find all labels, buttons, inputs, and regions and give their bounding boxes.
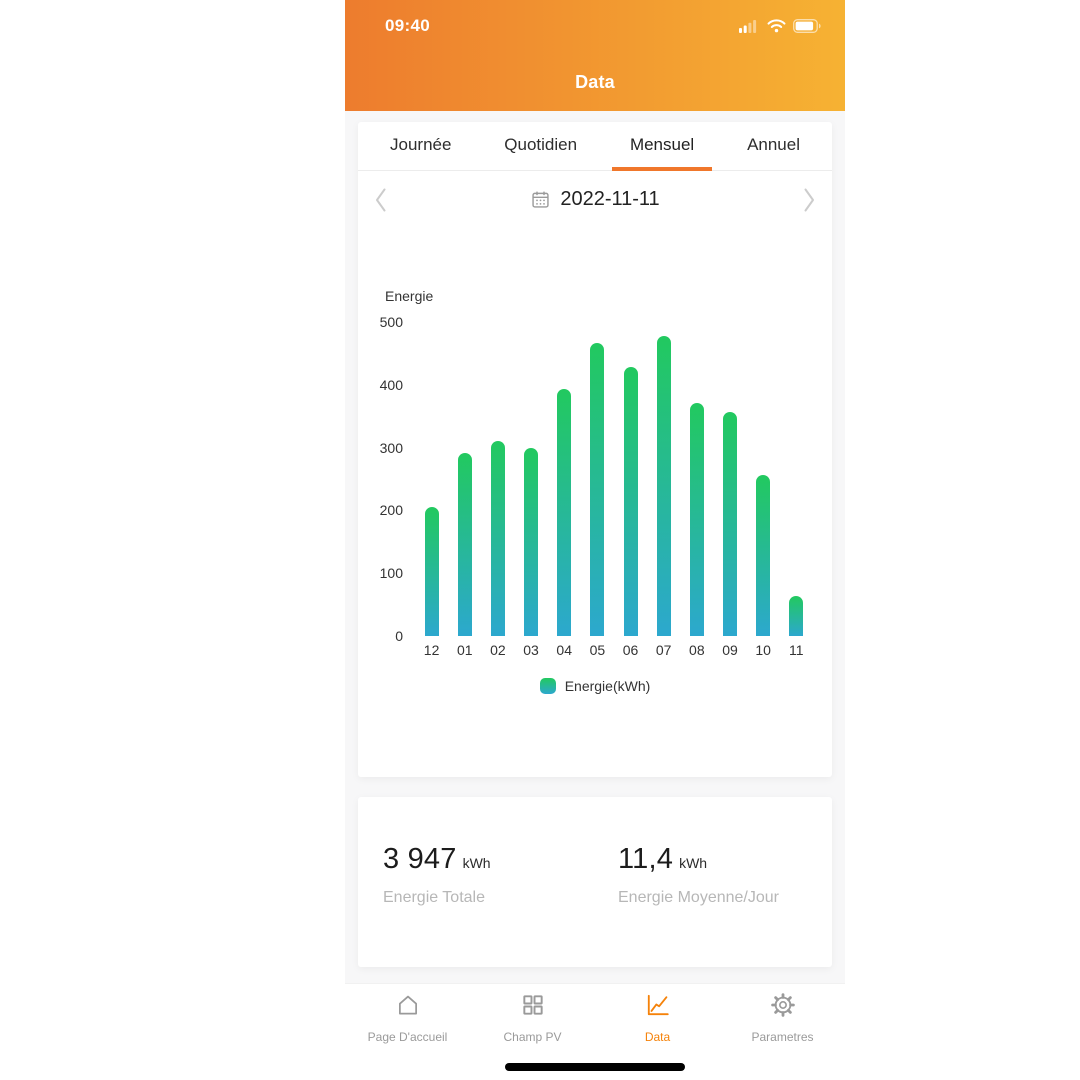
status-icons <box>739 19 821 33</box>
signal-icon <box>739 20 757 33</box>
bar-fill-03 <box>524 448 539 636</box>
y-tick-400: 400 <box>379 376 403 393</box>
bar-11[interactable] <box>780 322 813 636</box>
x-tick-02: 02 <box>490 642 506 658</box>
chevron-right-icon[interactable] <box>800 185 818 215</box>
total-energy-metric: 3 947 kWh Energie Totale <box>383 843 618 907</box>
home-indicator[interactable] <box>505 1063 685 1071</box>
bar-02[interactable] <box>481 322 514 636</box>
y-axis-title: Energie <box>385 288 434 304</box>
x-tick-06: 06 <box>622 642 639 658</box>
tab-mensuel[interactable]: Mensuel <box>611 122 713 171</box>
bar-fill-01 <box>457 453 472 636</box>
average-energy-unit: kWh <box>679 855 708 871</box>
bar-10[interactable] <box>747 322 780 636</box>
nav-item-parametres[interactable]: Parametres <box>720 992 845 1044</box>
x-tick-12: 12 <box>423 642 440 658</box>
calendar-icon <box>532 191 549 208</box>
grid-icon <box>520 992 546 1023</box>
nav-item-data[interactable]: Data <box>595 992 720 1044</box>
chart-card: Journée Quotidien Mensuel Annuel 2022-11-11 <box>358 122 832 777</box>
y-tick-200: 200 <box>379 502 403 519</box>
nav-item-champ-pv[interactable]: Champ PV <box>470 992 595 1044</box>
y-tick-100: 100 <box>379 565 403 582</box>
bar-fill-05 <box>590 343 605 636</box>
y-tick-500: 500 <box>379 314 403 330</box>
average-energy-metric: 11,4 kWh Energie Moyenne/Jour <box>618 843 779 907</box>
tab-annuel[interactable]: Annuel <box>747 134 800 154</box>
tab-quotidien[interactable]: Quotidien <box>504 134 578 154</box>
selected-date[interactable]: 2022-11-11 <box>560 188 660 210</box>
bar-fill-09 <box>722 412 737 636</box>
x-axis: 12 01 02 03 04 05 06 07 08 09 10 11 <box>415 642 813 658</box>
app-header: 09:40 <box>345 0 845 111</box>
y-tick-300: 300 <box>379 439 403 456</box>
x-tick-04: 04 <box>556 642 572 658</box>
bar-06[interactable] <box>614 322 647 636</box>
bar-chart <box>415 322 813 636</box>
total-energy-unit: kWh <box>462 855 491 871</box>
bar-fill-10 <box>756 475 771 636</box>
legend-label: Energie(kWh) <box>564 678 651 694</box>
nav-label: Data <box>644 1030 671 1044</box>
chevron-left-icon[interactable] <box>372 185 390 215</box>
tab-journ-e[interactable]: Journée <box>390 134 452 154</box>
bottom-nav: Page D'accueil Champ PV Data Parametres <box>345 983 845 1080</box>
average-energy-label: Energie Moyenne/Jour <box>618 889 779 906</box>
bar-01[interactable] <box>448 322 481 636</box>
nav-label: Parametres <box>751 1030 814 1044</box>
legend-swatch <box>539 678 556 694</box>
bar-08[interactable] <box>680 322 713 636</box>
wifi-icon <box>767 19 786 33</box>
x-tick-09: 09 <box>722 642 738 658</box>
page-title: Data <box>575 72 615 92</box>
bar-05[interactable] <box>581 322 614 636</box>
status-time: 09:40 <box>385 16 430 35</box>
x-tick-05: 05 <box>589 642 606 658</box>
bar-fill-08 <box>689 403 704 636</box>
bar-09[interactable] <box>713 322 746 636</box>
nav-label: Champ PV <box>503 1030 562 1044</box>
bar-04[interactable] <box>548 322 581 636</box>
bar-03[interactable] <box>515 322 548 636</box>
bar-fill-12 <box>424 507 439 636</box>
status-bar: 09:40 <box>345 0 845 36</box>
period-tabs: Journée Quotidien Mensuel Annuel <box>358 122 832 171</box>
bar-07[interactable] <box>647 322 680 636</box>
date-nav: 2022-11-11 <box>358 171 832 228</box>
x-tick-08: 08 <box>689 642 705 658</box>
total-energy-value: 3 947 <box>383 843 457 875</box>
x-tick-11: 11 <box>789 642 804 658</box>
gear-icon <box>770 992 796 1023</box>
x-tick-01: 01 <box>456 642 473 658</box>
y-tick-0: 0 <box>395 628 403 644</box>
bar-fill-11 <box>789 596 804 636</box>
home-icon <box>395 992 421 1023</box>
bar-fill-07 <box>656 336 671 636</box>
nav-label: Page D'accueil <box>367 1030 448 1044</box>
bar-fill-06 <box>623 367 638 636</box>
chart-icon <box>645 992 671 1023</box>
bar-12[interactable] <box>415 322 448 636</box>
total-energy-label: Energie Totale <box>383 889 485 906</box>
x-tick-10: 10 <box>755 642 771 658</box>
y-axis: 0 100 200 300 400 500 <box>358 314 403 644</box>
bar-fill-04 <box>557 389 572 636</box>
average-energy-value: 11,4 <box>618 843 674 875</box>
nav-item-page-d-accueil[interactable]: Page D'accueil <box>345 992 470 1044</box>
app-viewport: 09:40 <box>345 0 845 1080</box>
bar-fill-02 <box>490 441 505 636</box>
chart-legend: Energie(kWh) <box>358 678 832 694</box>
x-tick-07: 07 <box>655 642 672 658</box>
summary-card: 3 947 kWh Energie Totale 11,4 kWh Energi… <box>358 797 832 967</box>
battery-icon <box>793 19 821 33</box>
x-tick-03: 03 <box>523 642 539 658</box>
